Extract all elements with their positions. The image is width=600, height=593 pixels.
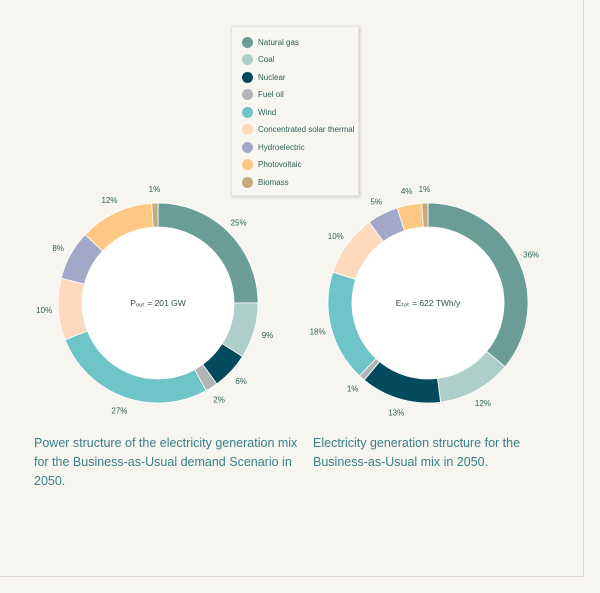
donut-center-label: Pₒᵤₜ = 201 GW: [130, 298, 186, 308]
legend-item-natural-gas: Natural gas: [242, 35, 299, 49]
chart-caption-generation: Electricity generation structure for the…: [313, 436, 521, 469]
donut-hole: [352, 227, 504, 379]
legend-label: Wind: [258, 107, 277, 117]
legend-item-biomass: Biomass: [242, 175, 289, 189]
legend-swatch: [242, 124, 253, 135]
legend-swatch: [242, 159, 253, 170]
donut-segment-biomass: [421, 202, 429, 228]
legend-label: Biomass: [258, 177, 289, 187]
legend-swatch: [242, 141, 253, 153]
value-label: 1%: [347, 385, 359, 394]
donut-segment-biomass: [151, 202, 159, 228]
value-label: 5%: [370, 197, 382, 206]
value-label: 2%: [213, 395, 225, 404]
legend-item-concentrated-solar-thermal: Concentrated solar thermal: [242, 123, 355, 137]
value-label: 6%: [235, 377, 247, 386]
legend-label: Fuel oil: [258, 90, 284, 99]
donut-charts: 25% 9% 6% 2% 27% 10% 8% 12% 1% Pₒᵤₜ = 201 GW 36% 12…: [36, 185, 540, 417]
chart-legend: Natural gas Coal Nuclear Fuel oil Wind C…: [231, 26, 359, 196]
legend-swatch: [242, 36, 253, 48]
value-label: 12%: [475, 399, 491, 408]
value-label: 36%: [523, 250, 539, 259]
value-label: 10%: [36, 306, 52, 315]
value-label: 18%: [310, 327, 326, 336]
legend-item-fuel-oil: Fuel oil: [242, 88, 284, 102]
legend-label: Concentrated solar thermal: [258, 125, 355, 134]
legend-swatch: [242, 176, 253, 188]
donut-chart-2: 36% 12% 13% 1% 18% 10% 5% 4% 1% Eₜₒₜ = 622 TWh/y: [310, 185, 540, 417]
legend-swatch: [242, 106, 253, 118]
donut-chart-1: 25% 9% 6% 2% 27% 10% 8% 12% 1% Pₒᵤₜ = 201 GW: [36, 185, 273, 415]
chart-caption-power: Power structure of the electricity gener…: [34, 436, 298, 488]
legend-label: Natural gas: [258, 37, 299, 47]
donut-center-label: Eₜₒₜ = 622 TWh/y: [396, 298, 461, 308]
donut-hole: [82, 227, 234, 379]
value-label: 1%: [419, 185, 431, 194]
legend-label: Nuclear: [258, 72, 286, 82]
value-label: 12%: [101, 196, 117, 205]
legend-swatch: [242, 89, 253, 100]
legend-item-coal: Coal: [242, 53, 274, 67]
legend-item-wind: Wind: [242, 105, 276, 119]
legend-item-hydroelectric: Hydroelectric: [242, 140, 305, 154]
value-label: 4%: [401, 187, 413, 196]
value-label: 8%: [52, 244, 64, 253]
value-label: 25%: [231, 218, 247, 227]
legend-item-photovoltaic: Photovoltaic: [242, 158, 302, 172]
legend-swatch: [242, 54, 253, 65]
value-label: 10%: [328, 232, 344, 241]
legend-label: Photovoltaic: [258, 160, 302, 169]
legend-item-nuclear: Nuclear: [242, 70, 286, 84]
value-label: 27%: [111, 406, 127, 415]
legend-swatch: [242, 71, 253, 83]
legend-label: Hydroelectric: [258, 142, 305, 152]
figure-page: Natural gas Coal Nuclear Fuel oil Wind C…: [0, 0, 584, 577]
value-label: 13%: [388, 408, 404, 417]
value-label: 9%: [262, 331, 274, 340]
value-label: 1%: [149, 185, 161, 194]
legend-label: Coal: [258, 55, 275, 64]
